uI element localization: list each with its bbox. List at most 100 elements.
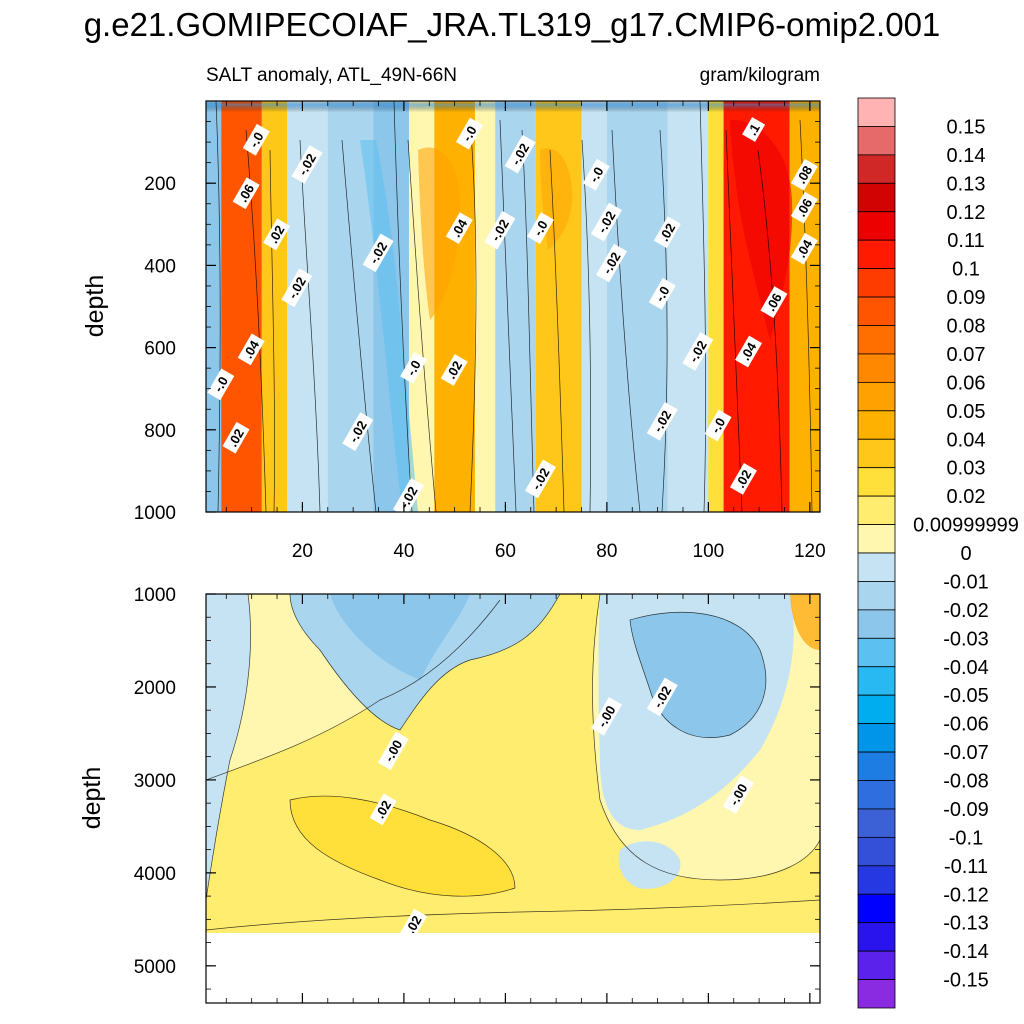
upper-contour-label-23: -.0 xyxy=(403,358,424,379)
lower-fresh-core-left xyxy=(330,594,470,680)
upper-ytick-label-2: 600 xyxy=(144,339,176,360)
upper-panel-field: -.0-.02-.0-.02.1.06.08.06.04.02-.02-.02.… xyxy=(206,101,820,512)
lower-contour-lines xyxy=(206,594,820,931)
lower-panel: -.00.02-.00-.02-.00.02 1000 2000 3000 4000 5… xyxy=(78,585,821,1004)
colorbar-label-26: -0.11 xyxy=(944,856,988,878)
lower-salty-topright xyxy=(790,594,820,650)
upper-cool-column xyxy=(360,140,418,512)
colorbar-box-6 xyxy=(857,268,896,298)
colorbar-label-0: 0.15 xyxy=(947,116,986,138)
colorbar-box-25 xyxy=(857,808,896,838)
colorbar-label-4: 0.11 xyxy=(947,230,984,252)
colorbar-label-18: -0.03 xyxy=(943,628,989,650)
colorbar-box-26 xyxy=(857,836,896,867)
colorbar-box-2 xyxy=(857,154,896,184)
upper-contour-label-box-21 xyxy=(237,333,265,366)
upper-contour-label-box-26 xyxy=(735,335,763,368)
colorbar-label-9: 0.06 xyxy=(947,372,986,394)
lower-salty-blob xyxy=(290,796,515,897)
colorbar-box-4 xyxy=(857,211,896,241)
colorbar-label-8: 0.07 xyxy=(947,344,986,366)
colorbar: 0.15 0.14 0.13 0.12 0.11 0.1 0.09 0.08 0.07 0.06 0… xyxy=(857,97,1019,1009)
upper-xtick-label-3: 80 xyxy=(596,541,617,562)
colorbar-label-17: -0.02 xyxy=(943,600,989,622)
colorbar-box-17 xyxy=(857,581,896,611)
upper-contour-label-2: -.0 xyxy=(459,123,480,144)
upper-contour-label-box-2 xyxy=(455,117,483,150)
upper-contour-label-box-12 xyxy=(445,212,473,245)
colorbar-box-31 xyxy=(857,979,896,1009)
upper-contour-label-box-5 xyxy=(232,177,260,210)
upper-contour-label-box-6 xyxy=(790,158,818,191)
colorbar-box-22 xyxy=(857,723,896,753)
colorbar-box-12 xyxy=(857,438,896,469)
upper-contour-label-19: -.0 xyxy=(652,284,673,305)
upper-contour-label-box-13 xyxy=(484,210,516,250)
upper-warm-core-left xyxy=(222,140,251,512)
colorbar-label-29: -0.14 xyxy=(943,941,989,963)
upper-contour-label-box-30 xyxy=(222,421,250,454)
lower-fresh-left xyxy=(206,594,251,900)
colorbar-box-1 xyxy=(857,126,896,156)
colorbar-box-30 xyxy=(857,950,896,980)
upper-contour-label-box-9 xyxy=(263,218,291,251)
colorbar-box-0 xyxy=(857,97,896,127)
upper-contour-label-22: -.0 xyxy=(211,374,232,395)
lower-panel-frame xyxy=(205,593,821,1004)
lower-panel-missing-data xyxy=(207,934,819,1002)
colorbar-label-7: 0.08 xyxy=(947,316,986,338)
colorbar-label-2: 0.13 xyxy=(947,173,986,195)
lower-ytick-label-0: 1000 xyxy=(134,585,176,606)
chart-subtitle-variable: SALT anomaly, ATL_49N-66N xyxy=(206,65,457,86)
upper-contour-label-box-11 xyxy=(362,233,394,273)
colorbar-box-8 xyxy=(857,325,896,355)
colorbar-label-28: -0.13 xyxy=(943,913,989,935)
colorbar-box-23 xyxy=(857,751,896,781)
upper-xtick-label-2: 60 xyxy=(495,541,516,562)
upper-xtick-label-0: 20 xyxy=(292,541,313,562)
colorbar-label-16: -0.01 xyxy=(943,571,989,593)
lower-ytick-label-4: 5000 xyxy=(134,957,176,978)
colorbar-label-13: 0.02 xyxy=(947,486,986,508)
colorbar-box-16 xyxy=(857,552,896,582)
upper-ytick-label-3: 800 xyxy=(144,421,176,442)
colorbar-label-20: -0.05 xyxy=(943,685,989,707)
upper-band-14 xyxy=(708,101,724,512)
lower-contour-label-box-1 xyxy=(369,793,397,826)
colorbar-box-29 xyxy=(857,922,896,952)
colorbar-box-18 xyxy=(857,609,896,639)
upper-contour-label-box-14 xyxy=(526,212,554,245)
upper-contour-label-box-0 xyxy=(242,123,270,156)
upper-contour-label-box-27 xyxy=(342,412,374,451)
colorbar-box-11 xyxy=(857,410,896,440)
upper-contour-label-14: -.0 xyxy=(530,218,551,239)
colorbar-box-19 xyxy=(857,637,896,668)
colorbar-box-28 xyxy=(857,893,896,924)
upper-contour-label-box-20 xyxy=(760,286,788,319)
colorbar-label-3: 0.12 xyxy=(947,202,986,224)
upper-contour-label-box-17 xyxy=(596,243,628,283)
colorbar-box-24 xyxy=(857,780,896,810)
colorbar-box-13 xyxy=(857,467,896,497)
lower-contour-label-box-3 xyxy=(646,677,678,717)
colorbar-label-5: 0.1 xyxy=(952,259,980,281)
upper-contour-label-box-29 xyxy=(704,409,732,442)
upper-contour-label-box-16 xyxy=(590,202,622,242)
upper-contour-label-box-8 xyxy=(790,232,818,265)
upper-y-axis-title: depth xyxy=(81,275,109,338)
upper-xtick-label-5: 120 xyxy=(794,541,826,562)
upper-contour-label-29: -.0 xyxy=(708,415,729,436)
colorbar-label-11: 0.04 xyxy=(947,429,986,451)
upper-panel: -.0-.02-.0-.02.1.06.08.06.04.02-.02-.02.… xyxy=(81,100,826,562)
colorbar-box-20 xyxy=(857,666,896,696)
lower-ytick-label-3: 4000 xyxy=(134,864,176,885)
lower-contour-label-box-2 xyxy=(590,697,622,736)
upper-contour-label-box-22 xyxy=(207,368,235,401)
lower-y-axis-title: depth xyxy=(78,767,106,830)
upper-contour-label-box-32 xyxy=(729,462,757,495)
upper-contour-label-0: -.0 xyxy=(246,129,267,150)
colorbar-label-14: 0.00999999 xyxy=(913,515,1019,537)
lower-contour-label-box-5 xyxy=(400,908,428,933)
lower-panel-field: -.00.02-.00-.02-.00.02 xyxy=(206,594,820,933)
